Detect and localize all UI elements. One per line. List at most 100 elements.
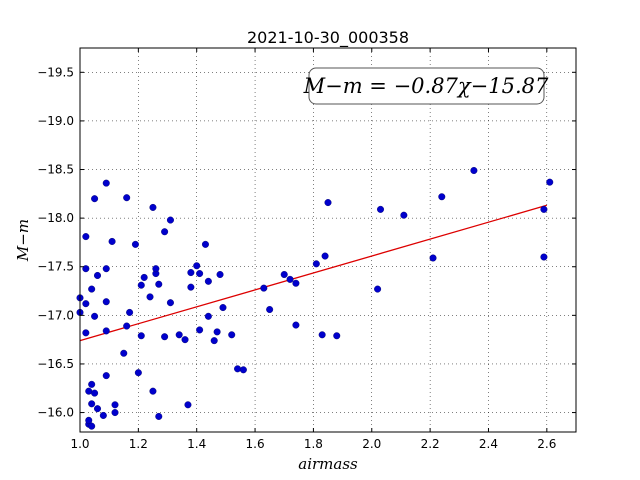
data-point — [146, 293, 154, 301]
data-point — [239, 366, 247, 374]
data-point — [213, 328, 221, 336]
data-point — [196, 270, 204, 278]
x-tick-label: 1.8 — [304, 437, 323, 451]
data-point — [137, 281, 145, 289]
data-point — [108, 237, 116, 245]
data-point — [137, 332, 145, 340]
x-tick-label: 2.4 — [479, 437, 498, 451]
data-point — [216, 271, 224, 279]
data-point — [131, 240, 139, 248]
data-point — [546, 178, 554, 186]
data-point — [155, 412, 163, 420]
fit-line — [79, 204, 548, 342]
data-point — [88, 380, 96, 388]
data-point — [102, 265, 110, 273]
data-point — [292, 321, 300, 329]
data-point — [540, 253, 548, 261]
data-point — [123, 194, 131, 202]
x-tick-label: 2.6 — [537, 437, 556, 451]
data-point — [91, 312, 99, 320]
data-point — [400, 211, 408, 219]
annotation-box — [308, 67, 545, 105]
y-tick-label: −16.0 — [37, 406, 74, 420]
data-point — [149, 203, 157, 211]
data-point — [166, 299, 174, 307]
y-tick-labels: −16.0 −16.5 −17.0 −17.5 −18.0 −18.5 −19.0 −19.5 — [37, 65, 74, 419]
data-point — [161, 228, 169, 236]
data-point — [204, 312, 212, 320]
annotation-text: M−m = −0.87χ−15.87 — [303, 74, 549, 98]
data-point — [102, 372, 110, 380]
fit-line-group — [79, 204, 548, 342]
y-tick-label: −19.0 — [37, 114, 74, 128]
data-point — [134, 369, 142, 377]
chart-title: 2021-10-30_000358 — [247, 28, 409, 48]
x-tick-label: 2.2 — [421, 437, 440, 451]
x-tick-label: 1.6 — [246, 437, 265, 451]
data-point — [187, 283, 195, 291]
data-point — [111, 409, 119, 417]
data-point — [181, 336, 189, 344]
data-point — [377, 205, 385, 213]
y-tick-label: −17.5 — [37, 260, 74, 274]
data-point — [234, 365, 242, 373]
x-tick-label: 1.4 — [187, 437, 206, 451]
data-point — [166, 216, 174, 224]
y-axis-label: M−m — [14, 219, 32, 262]
data-point — [85, 416, 93, 424]
data-point — [102, 327, 110, 335]
data-point — [204, 277, 212, 285]
data-point — [318, 331, 326, 339]
data-point — [120, 349, 128, 357]
data-point — [88, 422, 96, 430]
data-point — [82, 233, 90, 241]
data-point — [126, 308, 134, 316]
plot-frame — [79, 47, 577, 433]
data-point — [333, 332, 341, 340]
data-point — [540, 205, 548, 213]
data-point — [175, 331, 183, 339]
x-tick-labels: 1.0 1.2 1.4 1.6 1.8 2.0 2.2 2.4 2.6 — [70, 437, 556, 451]
data-point — [219, 304, 227, 312]
data-point — [374, 285, 382, 293]
data-point — [312, 260, 320, 268]
data-point — [94, 271, 102, 279]
data-point — [470, 166, 478, 174]
y-tick-label: −18.0 — [37, 211, 74, 225]
data-point — [184, 401, 192, 409]
data-point — [88, 400, 96, 408]
y-tick-label: −17.0 — [37, 308, 74, 322]
data-point — [99, 411, 107, 419]
data-point — [196, 326, 204, 334]
data-point — [85, 387, 93, 395]
data-point — [91, 389, 99, 397]
data-point — [260, 284, 268, 292]
data-point — [102, 298, 110, 306]
data-point — [324, 199, 332, 207]
data-point — [266, 306, 274, 314]
data-point — [88, 285, 96, 293]
x-tick-label: 1.2 — [129, 437, 148, 451]
data-point — [280, 271, 288, 279]
data-point — [201, 240, 209, 248]
data-point — [286, 275, 294, 283]
data-point — [161, 333, 169, 341]
axis-ticks — [79, 48, 576, 432]
data-point — [82, 265, 90, 273]
y-tick-label: −19.5 — [37, 65, 74, 79]
data-point — [193, 262, 201, 270]
data-point — [152, 265, 160, 273]
data-point — [123, 322, 131, 330]
data-point — [228, 331, 236, 339]
y-tick-label: −18.5 — [37, 163, 74, 177]
data-point — [321, 252, 329, 260]
data-point — [210, 337, 218, 345]
y-tick-label: −16.5 — [37, 357, 74, 371]
x-tick-label: 2.0 — [362, 437, 381, 451]
data-point — [94, 405, 102, 413]
x-tick-label: 1.0 — [70, 437, 89, 451]
data-point — [140, 273, 148, 281]
data-point — [91, 195, 99, 203]
data-point — [187, 269, 195, 277]
